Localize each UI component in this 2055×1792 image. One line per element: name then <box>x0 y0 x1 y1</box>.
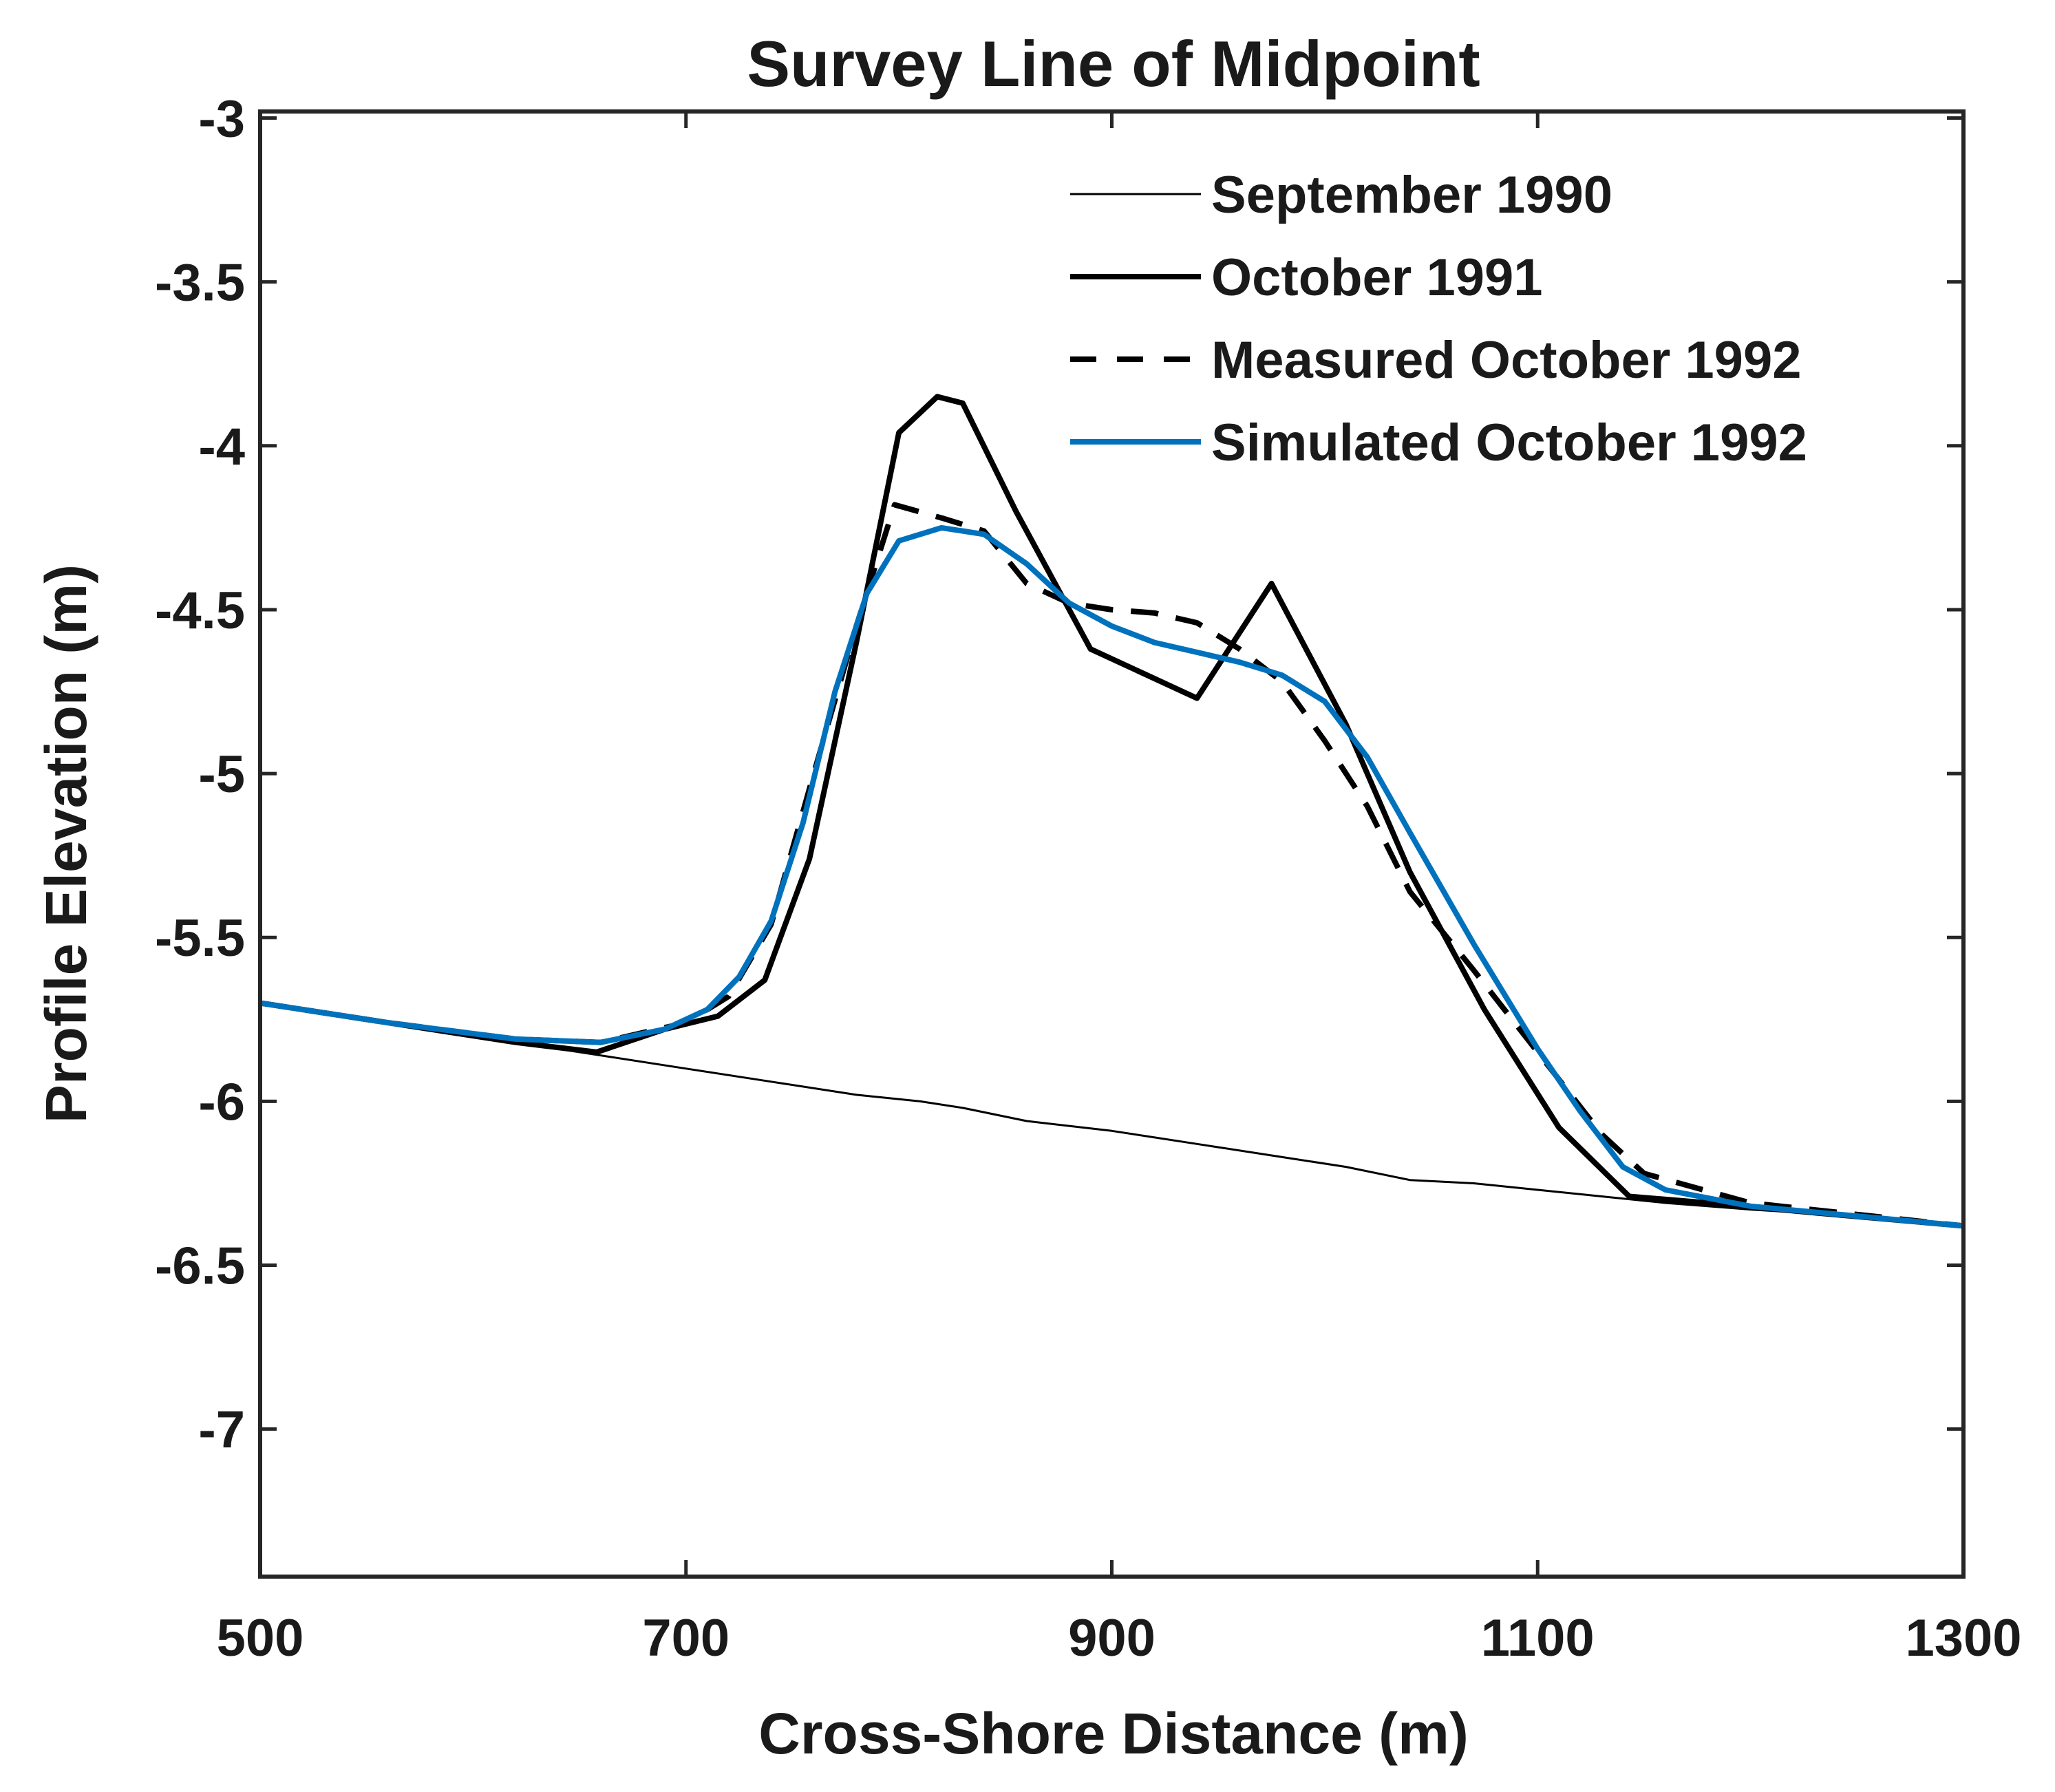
x-axis-label: Cross-Shore Distance (m) <box>758 1701 1469 1766</box>
series-line-october-1991 <box>259 394 1964 1229</box>
legend-label-measured-october-1992: Measured October 1992 <box>1211 331 1802 390</box>
x-tick-label: 1300 <box>1905 1609 2021 1667</box>
x-tick-label: 700 <box>642 1609 730 1667</box>
y-axis-label: Profile Elevation (m) <box>34 564 98 1123</box>
legend-label-october-1991: October 1991 <box>1211 248 1543 307</box>
x-tick-label: 900 <box>1068 1609 1156 1667</box>
legend-label-september-1990: September 1990 <box>1211 166 1612 224</box>
y-tick-label: -5 <box>198 745 245 804</box>
x-tick-label: 500 <box>217 1609 304 1667</box>
axis-ticks <box>258 111 1966 1577</box>
chart-title: Survey Line of Midpoint <box>747 28 1480 100</box>
y-tick-label: -4.5 <box>155 582 245 640</box>
y-tick-label: -5.5 <box>155 909 245 968</box>
y-tick-label: -3.5 <box>155 254 245 312</box>
legend-label-simulated-october-1992: Simulated October 1992 <box>1211 414 1807 472</box>
y-tick-label: -6.5 <box>155 1237 245 1296</box>
legend: September 1990 October 1991 Measured Octob… <box>1070 166 1807 472</box>
plot-series <box>259 394 1964 1229</box>
plot-frame <box>258 109 1966 1579</box>
y-tick-label: -4 <box>198 418 245 476</box>
series-line-simulated-october-1992 <box>259 524 1964 1229</box>
series-line-measured-october-1992 <box>259 502 1964 1229</box>
x-tick-label: 1100 <box>1481 1609 1595 1667</box>
y-tick-label: -6 <box>198 1073 245 1131</box>
y-tick-labels: -3 -3.5 -4 -4.5 -5 -5.5 -6 -6.5 -7 <box>155 90 245 1460</box>
y-tick-label: -7 <box>198 1401 245 1460</box>
y-tick-label: -3 <box>198 90 245 149</box>
x-tick-labels: 500 700 900 1100 1300 <box>217 1609 2022 1667</box>
